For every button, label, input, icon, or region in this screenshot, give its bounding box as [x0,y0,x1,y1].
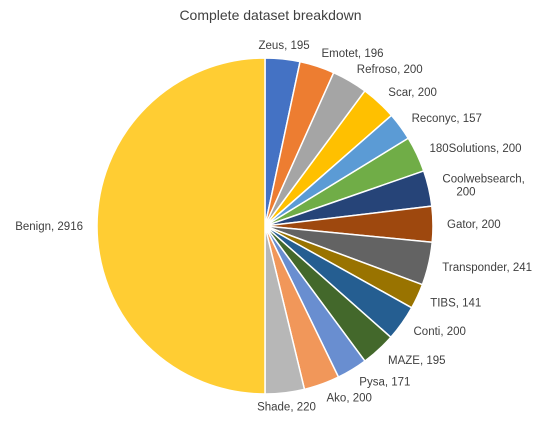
slice-label-zeus: Zeus, 195 [259,40,310,52]
slice-label-reconyc: Reconyc, 157 [412,113,482,125]
pie-slice-benign [96,57,266,395]
slice-label-refroso: Refroso, 200 [357,64,423,76]
slice-label-180solutions: 180Solutions, 200 [430,143,522,155]
slice-label-transponder: Transponder, 241 [442,262,532,274]
slice-label-gator: Gator, 200 [447,219,501,231]
slice-label-ako: Ako, 200 [327,392,372,404]
slice-label-scar: Scar, 200 [388,87,437,99]
slice-label-maze: MAZE, 195 [388,355,446,367]
slice-label-coolwebsearch: Coolwebsearch, 200 [442,174,524,199]
slices-layer [96,57,434,395]
slice-label-shade: Shade, 220 [257,402,316,414]
slice-label-emotet: Emotet, 196 [322,48,384,60]
slice-label-conti: Conti, 200 [414,326,466,338]
slice-label-benign: Benign, 2916 [15,221,83,233]
chart-title: Complete dataset breakdown [179,7,362,23]
slice-label-tibs: TIBS, 141 [430,297,481,309]
slice-label-pysa: Pysa, 171 [359,377,410,389]
labels-layer: Zeus, 195 Emotet, 196 Refroso, 200 Scar, 20… [15,40,532,414]
